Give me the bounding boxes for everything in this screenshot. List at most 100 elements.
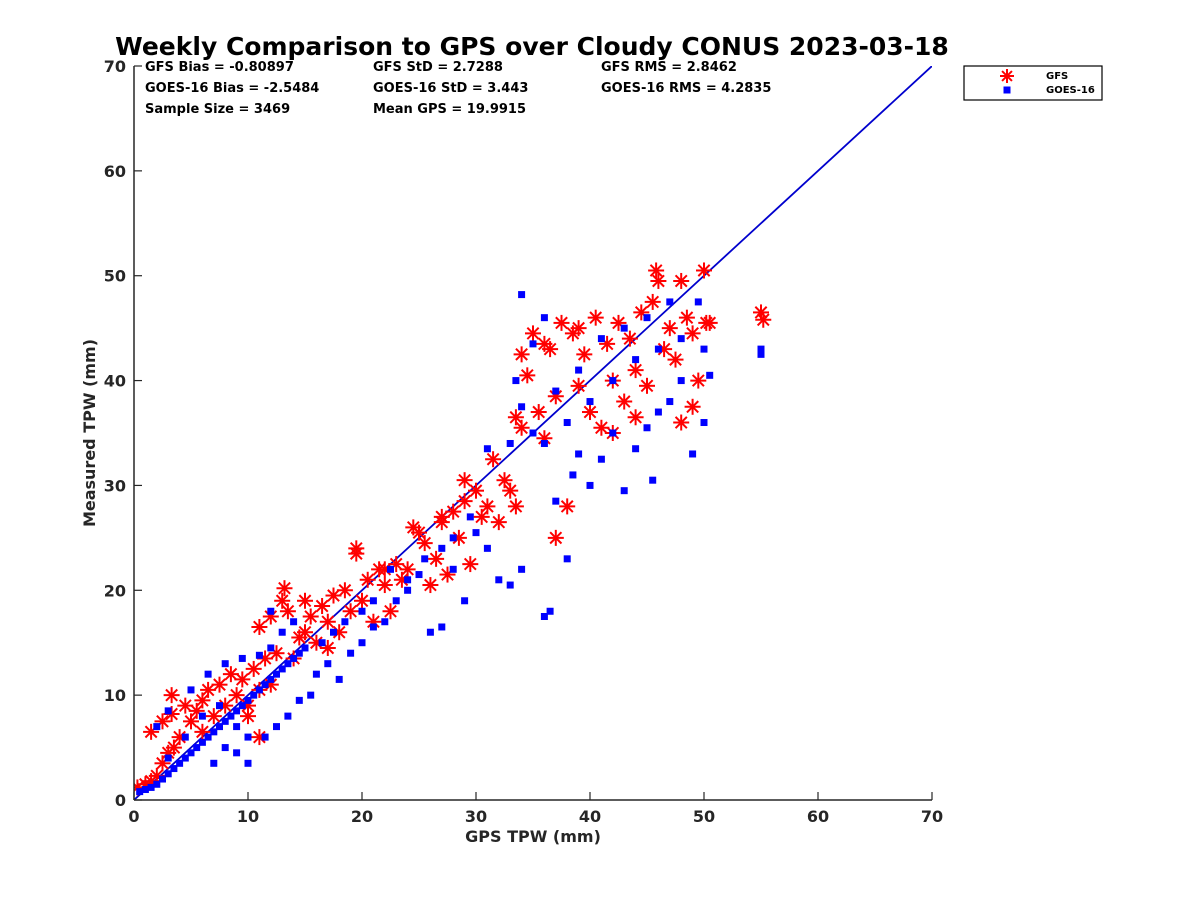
legend-gfs-label: GFS bbox=[1046, 71, 1068, 82]
goes16-point bbox=[472, 529, 480, 537]
gfs-point bbox=[673, 272, 690, 289]
goes16-point bbox=[164, 707, 172, 715]
y-tick-label: 0 bbox=[115, 791, 126, 810]
stat-gfs-rms: GFS RMS = 2.8462 bbox=[601, 60, 737, 75]
x-ticks: 0 10 20 30 40 50 60 70 bbox=[128, 792, 943, 826]
gfs-point bbox=[143, 723, 160, 740]
goes16-point bbox=[609, 429, 617, 437]
y-tick-label: 30 bbox=[104, 476, 126, 495]
gfs-point bbox=[473, 508, 490, 525]
goes16-point bbox=[233, 749, 241, 757]
goes16-point bbox=[609, 377, 617, 385]
gfs-point bbox=[319, 613, 336, 630]
goes16-point bbox=[392, 597, 400, 605]
legend-goes16-marker bbox=[1003, 86, 1011, 94]
goes16-point bbox=[694, 298, 702, 306]
y-tick-label: 70 bbox=[104, 57, 126, 76]
gfs-point bbox=[690, 372, 707, 389]
goes16-point bbox=[244, 733, 252, 741]
goes16-point bbox=[358, 639, 366, 647]
goes16-point bbox=[575, 450, 583, 458]
gfs-point bbox=[553, 314, 570, 331]
y-tick-label: 60 bbox=[104, 162, 126, 181]
stat-goes16-rms: GOES-16 RMS = 4.2835 bbox=[601, 81, 771, 96]
gfs-point bbox=[251, 729, 268, 746]
goes16-point bbox=[284, 712, 292, 720]
goes16-point bbox=[233, 723, 241, 731]
goes16-point bbox=[620, 487, 628, 495]
gfs-point bbox=[490, 514, 507, 531]
goes16-point bbox=[461, 597, 469, 605]
goes16-point bbox=[278, 665, 286, 673]
goes16-point bbox=[273, 723, 280, 731]
goes16-point bbox=[518, 291, 526, 299]
goes16-point bbox=[216, 702, 223, 710]
plot-area bbox=[134, 66, 932, 800]
goes16-point bbox=[666, 398, 674, 406]
goes16-point bbox=[267, 644, 275, 652]
goes16-point bbox=[238, 654, 246, 662]
gfs-point bbox=[519, 367, 536, 384]
goes16-point bbox=[563, 419, 571, 427]
goes16-point bbox=[136, 788, 144, 796]
gfs-point bbox=[422, 577, 439, 594]
goes16-point bbox=[198, 712, 206, 720]
gfs-point bbox=[433, 508, 450, 525]
goes16-point bbox=[586, 481, 594, 489]
x-axis-label: GPS TPW (mm) bbox=[465, 827, 601, 846]
goes16-point bbox=[181, 754, 189, 762]
goes16-point bbox=[700, 419, 708, 427]
goes16-point bbox=[466, 513, 474, 521]
gfs-point bbox=[684, 325, 701, 342]
goes16-point bbox=[193, 744, 201, 752]
gfs-point bbox=[308, 634, 325, 651]
chart-title: Weekly Comparison to GPS over Cloudy CON… bbox=[115, 32, 949, 61]
stat-goes16-std: GOES-16 StD = 3.443 bbox=[373, 81, 528, 96]
goes16-point bbox=[278, 628, 286, 636]
goes16-point bbox=[204, 670, 212, 678]
goes16-point bbox=[284, 660, 292, 668]
goes16-point bbox=[649, 476, 657, 484]
gfs-point bbox=[251, 618, 268, 635]
goes16-point bbox=[677, 377, 685, 385]
gfs-point bbox=[661, 320, 678, 337]
goes16-point bbox=[512, 377, 520, 385]
goes16-point bbox=[341, 618, 349, 626]
goes16-point bbox=[221, 744, 229, 752]
goes16-point bbox=[324, 660, 332, 668]
goes16-point bbox=[267, 675, 275, 683]
legend-gfs-marker bbox=[1000, 69, 1014, 83]
goes16-point bbox=[643, 424, 651, 432]
goes16-point bbox=[643, 314, 651, 322]
goes16-point bbox=[689, 450, 697, 458]
goes16-point bbox=[176, 759, 184, 767]
goes16-point bbox=[569, 471, 577, 479]
goes16-point bbox=[483, 445, 491, 453]
goes16-point bbox=[654, 345, 662, 353]
gfs-point bbox=[485, 451, 502, 468]
goes16-point bbox=[421, 555, 429, 563]
goes16-point bbox=[449, 534, 457, 542]
goes16-point bbox=[244, 696, 252, 704]
y-tick-label: 10 bbox=[104, 686, 126, 705]
goes16-point bbox=[301, 644, 309, 652]
x-tick-label: 40 bbox=[579, 807, 601, 826]
gfs-point bbox=[297, 592, 313, 609]
goes16-point bbox=[381, 618, 389, 626]
x-tick-label: 20 bbox=[351, 807, 373, 826]
goes16-point bbox=[415, 571, 423, 579]
goes16-point bbox=[335, 675, 343, 683]
goes16-point bbox=[330, 628, 337, 636]
goes16-series bbox=[136, 291, 765, 796]
gfs-point bbox=[627, 409, 644, 426]
goes16-point bbox=[426, 628, 434, 636]
gfs-point bbox=[525, 325, 541, 342]
goes16-point bbox=[518, 403, 526, 411]
x-tick-label: 0 bbox=[128, 807, 139, 826]
gfs-point bbox=[684, 398, 701, 415]
goes16-point bbox=[449, 565, 457, 573]
goes16-point bbox=[757, 345, 765, 353]
gfs-point bbox=[582, 404, 598, 421]
goes16-point bbox=[369, 623, 377, 631]
